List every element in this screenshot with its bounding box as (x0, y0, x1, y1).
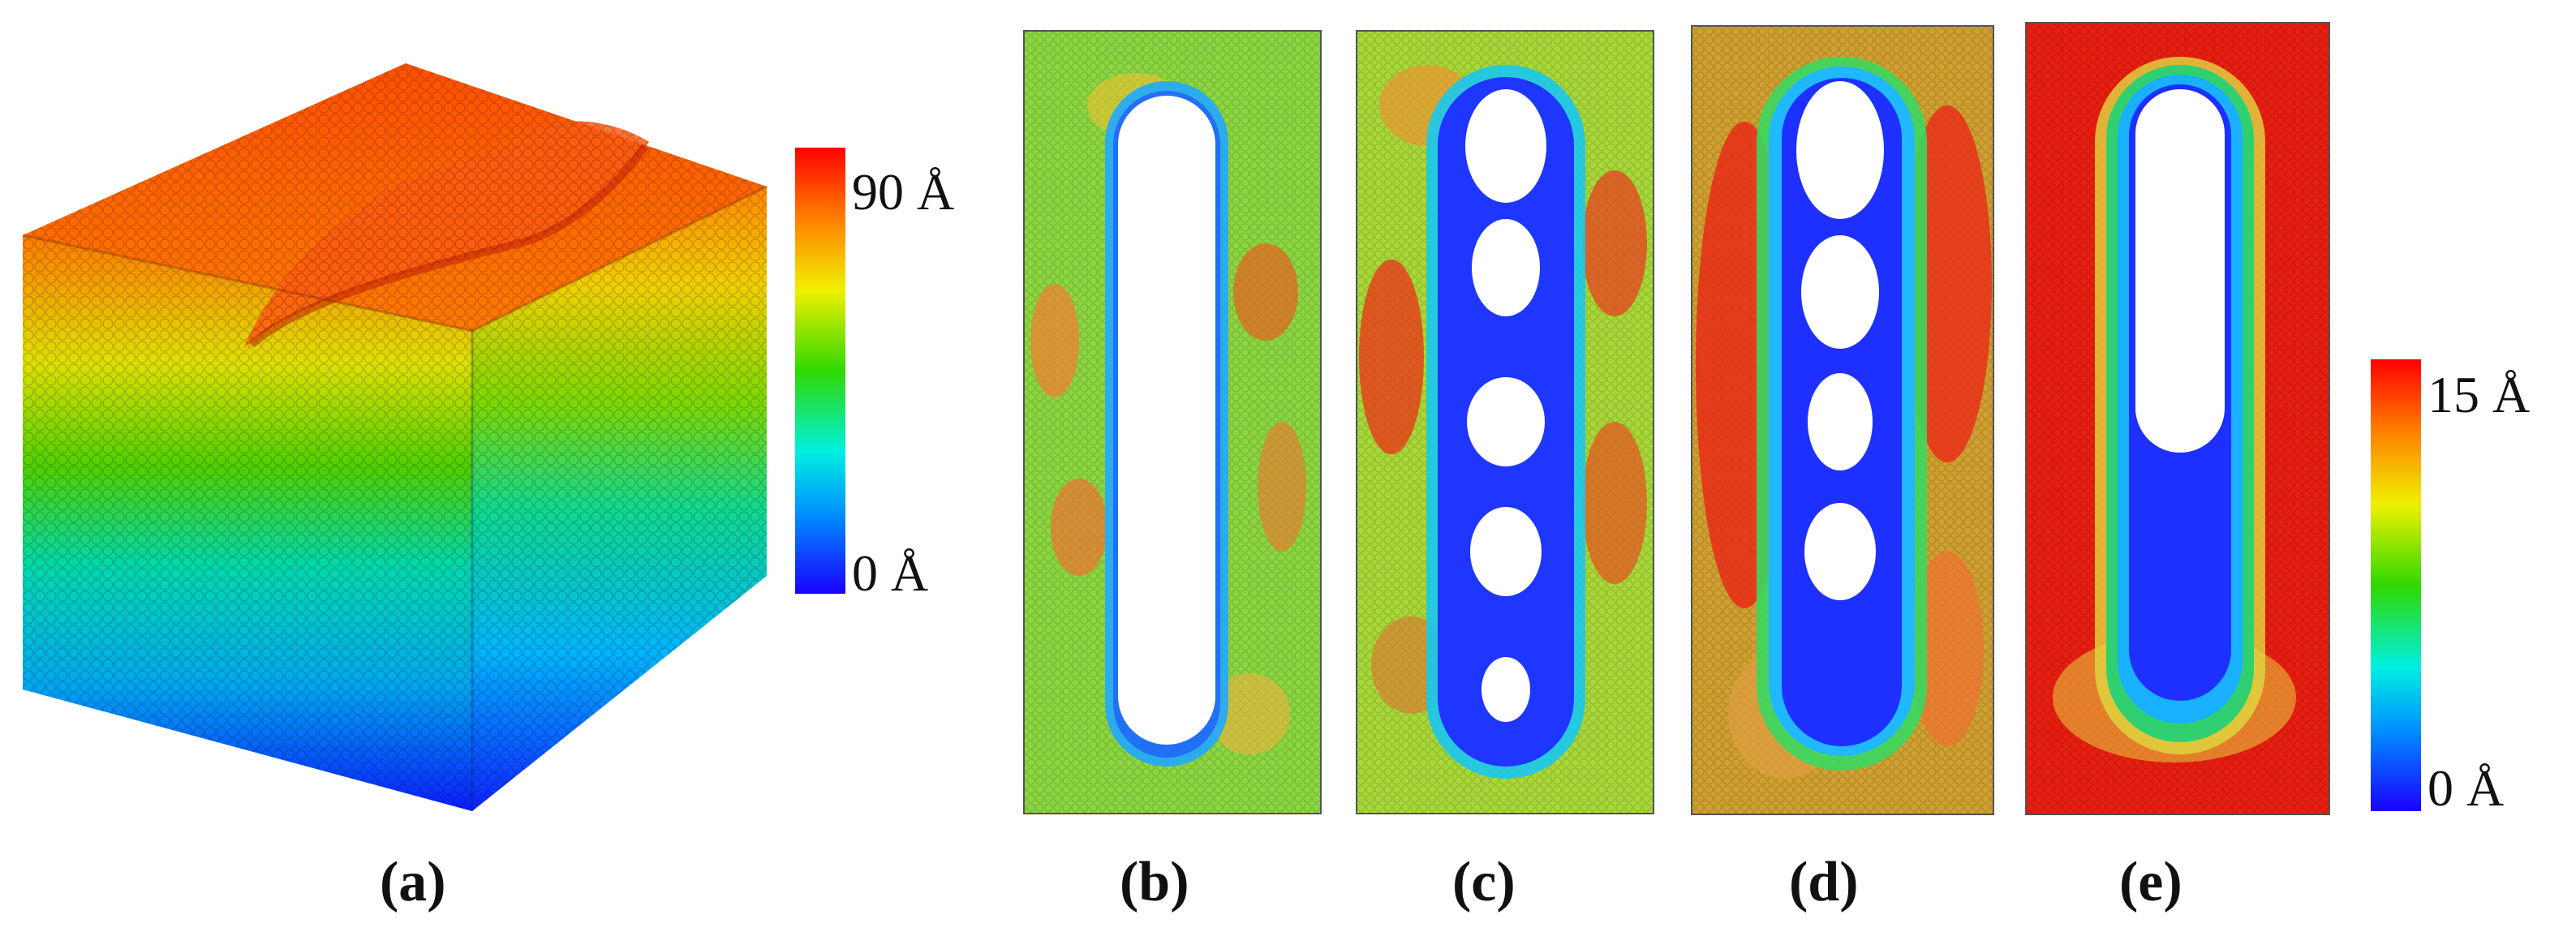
colorbar-a-gradient (795, 148, 845, 594)
slice-panel-b: (b) (1023, 30, 1322, 913)
slice-panel-e: (e) (2025, 22, 2330, 913)
panel-c-label: (c) (1452, 851, 1516, 913)
panel-a-label: (a) (380, 851, 446, 913)
box-3d-panel-a (22, 63, 768, 811)
panel-b-label: (b) (1120, 851, 1189, 913)
panel-e-label: (e) (2119, 851, 2183, 913)
slice-panel-c: (c) (1356, 30, 1654, 913)
panel-d-void (1796, 81, 1884, 219)
colorbar-b-min-label: 0 Å (2428, 759, 2504, 817)
slice-panel-d: (d) (1691, 25, 1994, 913)
colorbar-b-gradient (2371, 359, 2421, 811)
colorbar-a-min-label: 0 Å (852, 544, 928, 602)
colorbar-a-max-label: 90 Å (852, 163, 954, 221)
colorbar-a: 90 Å 0 Å (795, 148, 954, 602)
colorbar-b-max-label: 15 Å (2428, 366, 2530, 423)
panel-c-void (1465, 89, 1546, 203)
panel-b-cavity (1118, 96, 1215, 745)
panel-d-label: (d) (1789, 851, 1859, 913)
colorbar-b: 15 Å 0 Å (2371, 359, 2530, 817)
panel-e-cavity (2135, 89, 2225, 453)
